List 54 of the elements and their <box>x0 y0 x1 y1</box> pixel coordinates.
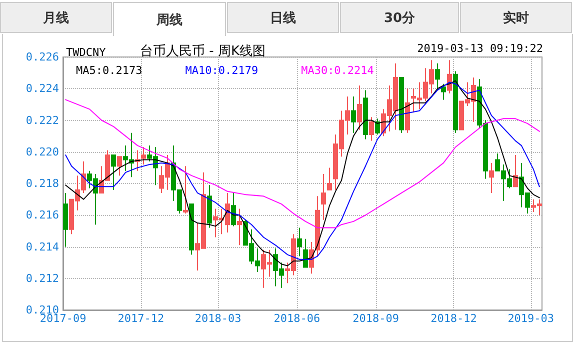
candlestick <box>231 192 236 227</box>
y-tick-label: 0.218 <box>26 177 59 190</box>
candlestick <box>189 204 194 256</box>
candlestick <box>207 184 212 228</box>
text: 2019-03-13 09:19:22 <box>417 42 544 55</box>
x-tick-label: 2017-09 <box>40 312 86 325</box>
x-tick-label: 2018-06 <box>274 312 320 325</box>
line-series <box>65 99 540 228</box>
y-tick-label: 0.212 <box>26 272 59 285</box>
x-tick-label: 2018-03 <box>194 312 242 325</box>
x-tick-label: 2018-12 <box>430 312 477 325</box>
candlestick <box>297 227 302 257</box>
candlestick <box>351 96 356 134</box>
candlestick <box>489 162 494 194</box>
y-tick-label: 0.214 <box>26 240 60 254</box>
candlestick <box>363 90 368 140</box>
text: MA10:0.2179 <box>185 64 258 77</box>
candlestick <box>369 116 374 142</box>
tab: 月线 <box>0 2 112 33</box>
y-tick-label: 0.222 <box>26 114 59 127</box>
x-tick-label: 2018-09 <box>352 312 399 325</box>
candlestick <box>321 174 326 220</box>
candlestick <box>111 154 116 190</box>
candlestick <box>141 146 146 166</box>
tab: 周线 <box>113 2 226 36</box>
candlestick <box>453 70 458 134</box>
tab: 日线 <box>227 2 339 33</box>
candlestick <box>63 192 68 248</box>
tab: 30分 <box>340 2 459 33</box>
x-tick-label: 2019-03 <box>508 312 554 325</box>
text: MA5:0.2173 <box>76 64 142 77</box>
candlestick <box>105 150 110 181</box>
tab: 实时 <box>460 2 572 33</box>
text: MA30:0.2214 <box>301 64 374 77</box>
candlestick <box>375 118 380 135</box>
chart-subtitle: TWDCNY <box>66 46 106 59</box>
y-tick-label: 0.224 <box>26 82 60 96</box>
candlestick <box>405 88 410 134</box>
candlestick <box>435 62 440 91</box>
candlestick <box>441 83 446 100</box>
y-tick-label: 0.226 <box>26 50 59 64</box>
candlestick <box>237 208 242 246</box>
candlestick <box>303 238 308 268</box>
y-tick-label: 0.216 <box>26 208 59 222</box>
x-tick-label: 2017-12 <box>118 312 164 325</box>
y-tick-label: 0.220 <box>26 145 59 158</box>
candlestick <box>327 167 332 190</box>
candlestick <box>447 60 452 94</box>
chart-title: 台币人民币 - 周K线图 <box>140 44 266 59</box>
candlestick <box>183 166 188 214</box>
candlestick <box>117 156 122 176</box>
candlestick <box>399 77 404 134</box>
candlestick <box>513 154 518 188</box>
candlestick <box>357 84 362 130</box>
